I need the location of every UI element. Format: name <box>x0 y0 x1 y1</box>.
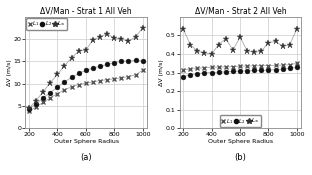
Y-axis label: ΔV (m/s): ΔV (m/s) <box>159 59 164 86</box>
Title: ΔV/Man - Strat 1 All Veh: ΔV/Man - Strat 1 All Veh <box>40 7 132 16</box>
Y-axis label: ΔV (m/s): ΔV (m/s) <box>7 59 12 86</box>
Legend: $L_1$, $L_2$, $L_\infty$: $L_1$, $L_2$, $L_\infty$ <box>220 115 261 127</box>
X-axis label: Outer Sphere Radius: Outer Sphere Radius <box>208 139 273 144</box>
X-axis label: Outer Sphere Radius: Outer Sphere Radius <box>54 139 119 144</box>
Legend: $L_1$, $L_2$, $L_\infty$: $L_1$, $L_2$, $L_\infty$ <box>27 18 67 30</box>
Title: ΔV/Man - Strat 2 All Veh: ΔV/Man - Strat 2 All Veh <box>195 7 286 16</box>
Text: (a): (a) <box>80 153 92 162</box>
Text: (b): (b) <box>234 153 246 162</box>
